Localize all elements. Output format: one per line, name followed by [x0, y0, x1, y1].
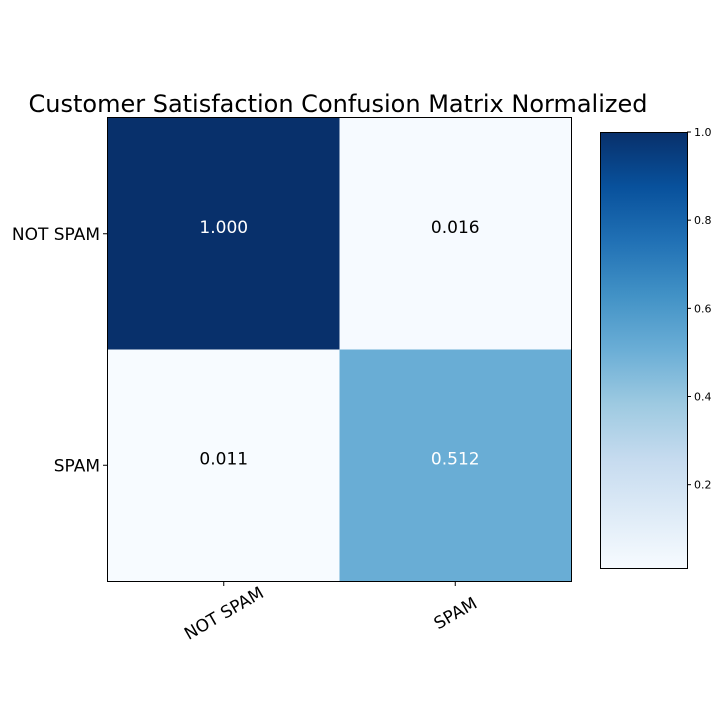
colorbar-ticks: 0.2 0.4 0.6 0.8 1.0: [687, 126, 712, 492]
x-tick-label: SPAM: [431, 594, 481, 634]
colorbar-tick-label: 0.4: [694, 391, 712, 404]
matrix-cell: [108, 118, 340, 350]
colorbar: [600, 132, 688, 569]
colorbar-tick-label: 0.8: [694, 214, 712, 227]
cell-value-label: 1.000: [199, 218, 248, 238]
colorbar-tick-label: 0.2: [694, 479, 712, 492]
colorbar-tick-label: 1.0: [694, 126, 712, 139]
matrix-cell: [108, 349, 340, 581]
chart-title: Customer Satisfaction Confusion Matrix N…: [29, 90, 648, 118]
cell-value-label: 0.016: [431, 218, 480, 238]
y-axis-ticks: NOT SPAM SPAM: [12, 225, 108, 476]
y-tick-label: SPAM: [54, 456, 100, 476]
cell-value-label: 0.512: [431, 449, 480, 469]
x-axis-ticks: NOT SPAM SPAM: [181, 581, 481, 645]
plot-frame: [107, 117, 572, 582]
matrix-cell: [339, 349, 571, 581]
x-tick-label: NOT SPAM: [181, 583, 267, 644]
matrix-cells: 1.000 0.016 0.011 0.512: [108, 118, 571, 581]
matrix-cell: [339, 118, 571, 350]
colorbar-tick-label: 0.6: [694, 302, 712, 315]
y-tick-label: NOT SPAM: [12, 225, 100, 245]
cell-value-label: 0.011: [199, 449, 248, 469]
